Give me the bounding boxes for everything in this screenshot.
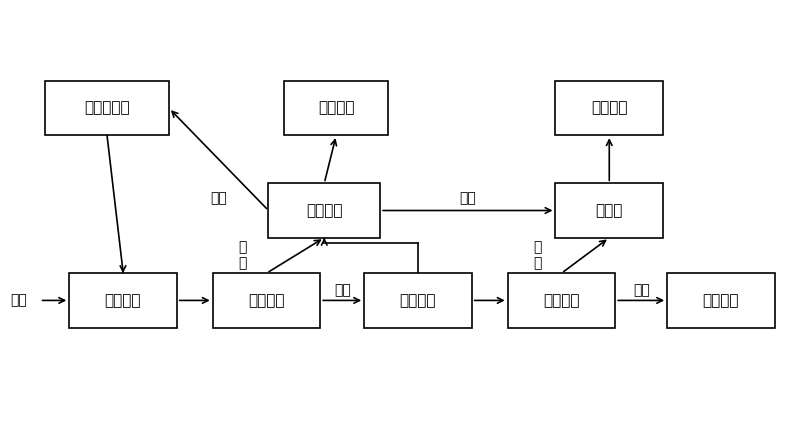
Text: 油水分离: 油水分离 bbox=[306, 203, 342, 218]
FancyBboxPatch shape bbox=[555, 81, 663, 135]
Text: 水相: 水相 bbox=[459, 191, 476, 205]
Text: 焚烧处理: 焚烧处理 bbox=[702, 293, 739, 308]
Text: 油性萃取剂: 油性萃取剂 bbox=[84, 101, 130, 115]
Text: 液
相: 液 相 bbox=[238, 240, 246, 271]
FancyBboxPatch shape bbox=[46, 81, 169, 135]
FancyBboxPatch shape bbox=[213, 273, 320, 328]
Text: 油品加工: 油品加工 bbox=[318, 101, 354, 115]
Text: 污水处理: 污水处理 bbox=[591, 101, 627, 115]
Text: 油泥: 油泥 bbox=[10, 293, 27, 307]
FancyBboxPatch shape bbox=[667, 273, 774, 328]
Text: 二次分离: 二次分离 bbox=[543, 293, 580, 308]
FancyBboxPatch shape bbox=[508, 273, 615, 328]
Text: 油相: 油相 bbox=[210, 191, 227, 205]
Text: 污水池: 污水池 bbox=[595, 203, 623, 218]
Text: 固相: 固相 bbox=[633, 283, 650, 297]
FancyBboxPatch shape bbox=[269, 183, 380, 238]
Text: 一次分离: 一次分离 bbox=[248, 293, 285, 308]
Text: 固相: 固相 bbox=[334, 283, 350, 297]
Text: 一次均质: 一次均质 bbox=[105, 293, 142, 308]
FancyBboxPatch shape bbox=[285, 81, 388, 135]
FancyBboxPatch shape bbox=[555, 183, 663, 238]
FancyBboxPatch shape bbox=[364, 273, 472, 328]
Text: 液
相: 液 相 bbox=[534, 240, 542, 271]
Text: 二次均质: 二次均质 bbox=[400, 293, 436, 308]
FancyBboxPatch shape bbox=[69, 273, 177, 328]
